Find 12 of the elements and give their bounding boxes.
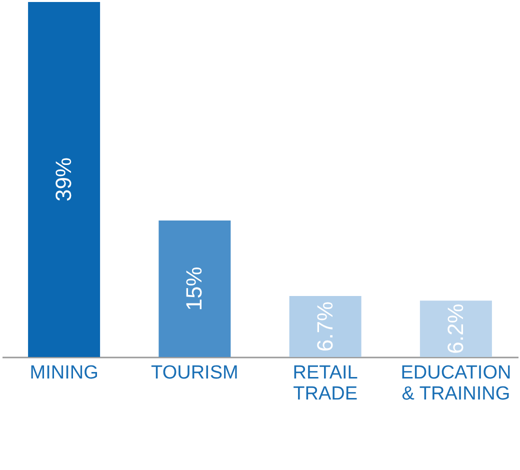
x-tick-label: RETAIL TRADE: [292, 362, 358, 404]
data-label: 6.7%: [312, 301, 338, 352]
data-label: 15%: [182, 266, 207, 311]
bar: [289, 296, 362, 357]
x-tick-label: TOURISM: [151, 362, 238, 384]
data-label: 39%: [51, 157, 76, 202]
bar: [28, 2, 100, 357]
x-tick-label: EDUCATION & TRAINING: [400, 362, 512, 404]
bar: [420, 300, 492, 357]
x-tick-label: MINING: [30, 362, 98, 384]
bar: [158, 220, 231, 357]
data-label: 6.2%: [442, 304, 468, 354]
